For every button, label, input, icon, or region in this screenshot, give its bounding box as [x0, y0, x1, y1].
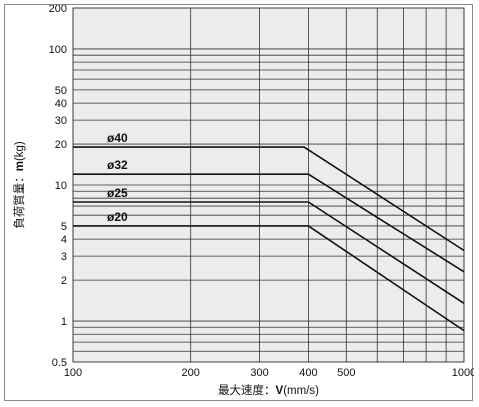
x-tick-label: 500: [337, 367, 355, 379]
x-axis-label-prefix: 最大速度：: [218, 383, 276, 397]
y-tick-label: 40: [55, 98, 67, 110]
y-tick-label: 1: [61, 316, 67, 328]
x-tick-label: 200: [182, 367, 200, 379]
y-tick-label: 2: [61, 275, 67, 287]
series-line: [73, 173, 465, 273]
y-tick-label: 200: [49, 5, 67, 15]
y-tick-label: 50: [55, 85, 67, 97]
x-tick-label: 400: [299, 367, 317, 379]
y-tick-label: 4: [61, 234, 67, 246]
y-tick-label: 100: [49, 44, 67, 56]
series-label: ø25: [107, 186, 128, 200]
y-axis-label-prefix: 負荷質量：: [12, 171, 26, 229]
x-axis-label-unit: (mm/s): [283, 385, 319, 397]
chart-frame: ø40 ø32 ø25 ø20 0.5 1 2 3 4 5 10 20 30 40 50 100 200 100…: [4, 4, 474, 401]
series-line: [73, 146, 465, 252]
series-label: ø20: [107, 210, 128, 224]
x-axis-label: 最大速度：V(mm/s): [218, 383, 319, 397]
x-axis-label-symbol: V: [276, 385, 284, 397]
x-tick-label: 300: [250, 367, 268, 379]
y-axis-label-symbol: m: [14, 161, 26, 171]
series-line: [73, 201, 465, 304]
x-tick-label: 1000: [452, 367, 474, 379]
y-tick-label: 0.5: [52, 357, 67, 369]
y-axis-label: 負荷質量：m(kg): [12, 141, 26, 229]
y-axis-label-unit: (kg): [14, 141, 26, 161]
y-tick-label: 10: [55, 180, 67, 192]
series-line: [73, 225, 465, 332]
y-tick-label: 30: [55, 115, 67, 127]
y-tick-label: 5: [61, 221, 67, 233]
y-tick-label: 3: [61, 251, 67, 263]
series-label: ø40: [107, 131, 128, 145]
x-tick-label: 100: [64, 367, 82, 379]
y-tick-label: 20: [55, 139, 67, 151]
series-label: ø32: [107, 158, 128, 172]
